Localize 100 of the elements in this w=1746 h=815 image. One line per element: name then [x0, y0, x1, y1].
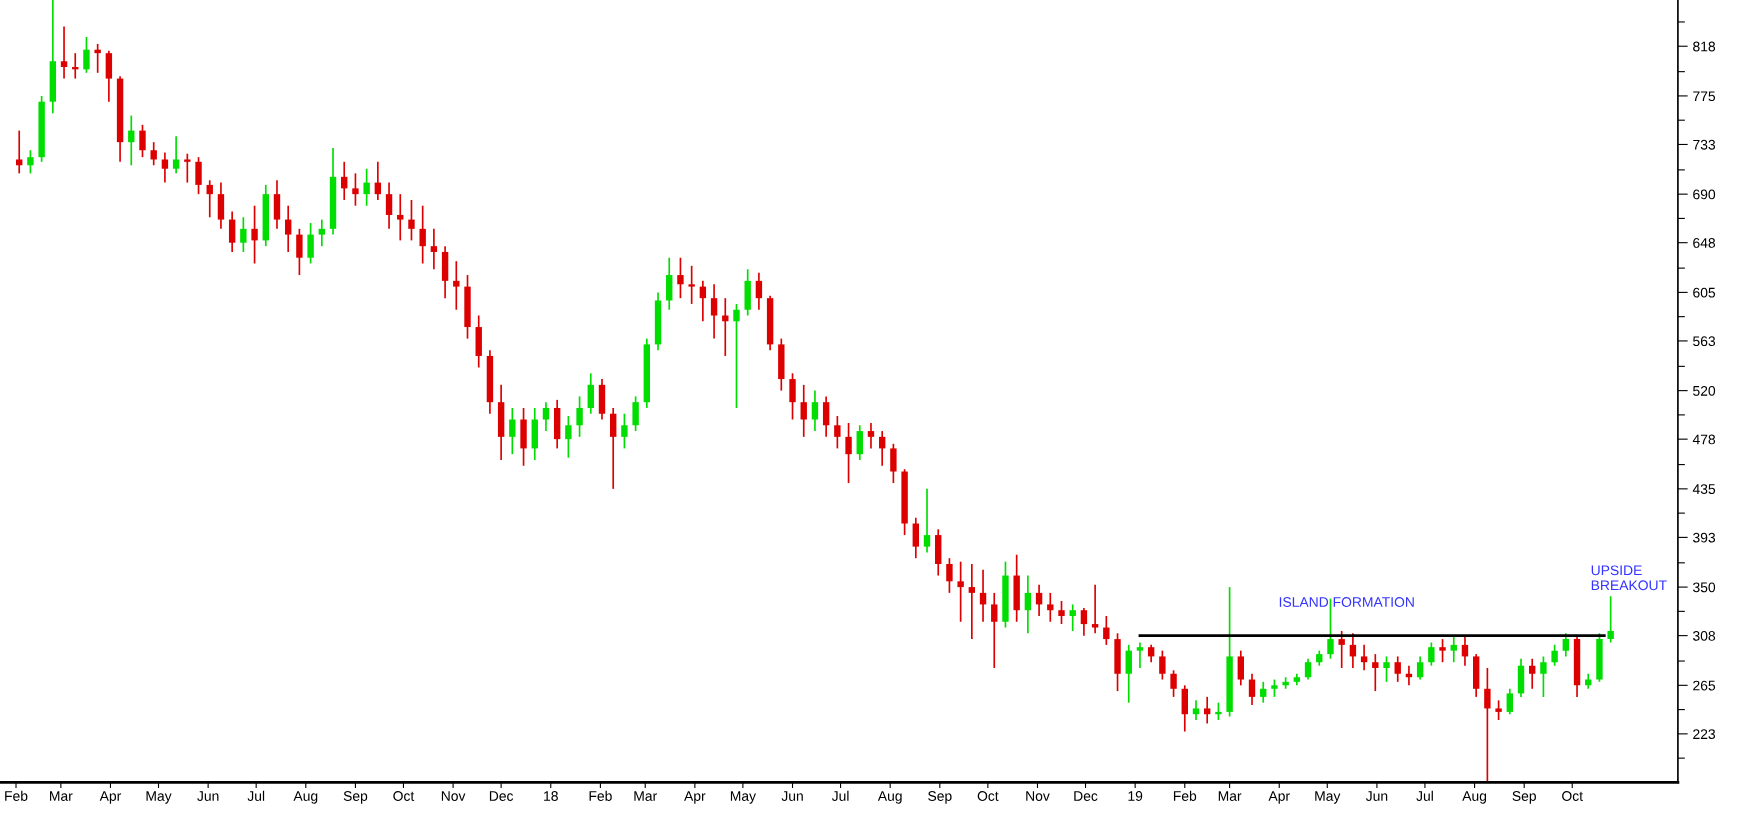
candlestick — [1450, 634, 1457, 664]
y-tick-label: 775 — [1693, 91, 1716, 102]
candlestick — [195, 156, 202, 195]
candlestick — [1069, 603, 1076, 632]
candlestick — [318, 218, 326, 247]
candlestick — [946, 557, 953, 594]
candlestick — [1416, 655, 1424, 681]
candlestick — [957, 560, 964, 623]
x-tick-label: Oct — [393, 791, 415, 801]
candlestick — [453, 260, 460, 311]
candlestick — [419, 204, 426, 265]
candlestick — [867, 422, 875, 450]
candlestick — [1170, 669, 1177, 698]
candlestick — [1136, 641, 1144, 669]
x-tick-label: Feb — [1173, 790, 1197, 801]
y-tick-label: 818 — [1693, 41, 1716, 52]
candlestick — [968, 563, 976, 640]
x-tick-label: May — [1315, 791, 1341, 804]
candlestick — [1607, 595, 1614, 644]
candlestick — [27, 149, 34, 175]
x-tick-label: Feb — [589, 790, 612, 801]
x-tick-label: Aug — [877, 791, 902, 804]
x-tick-label: Mar — [634, 791, 657, 801]
x-tick-label: Jun — [781, 791, 803, 801]
candlestick — [60, 25, 68, 80]
x-tick-label: Oct — [977, 791, 999, 801]
candlestick — [139, 123, 146, 159]
candlestick — [1428, 641, 1435, 667]
y-tick-label: 605 — [1693, 287, 1716, 298]
candlestick — [1203, 696, 1211, 725]
candlestick — [1159, 649, 1166, 681]
candlestick — [1551, 644, 1558, 667]
candlestick — [890, 442, 897, 484]
x-tick-label: Sep — [1512, 791, 1536, 804]
candlestick — [161, 151, 169, 184]
candlestick — [352, 172, 359, 207]
candlestick — [565, 415, 572, 459]
x-tick-label: Feb — [5, 790, 28, 801]
candlestick — [856, 424, 863, 461]
x-tick-label: Nov — [441, 791, 466, 801]
candlestick — [834, 415, 841, 450]
x-tick-label: Mar — [50, 791, 73, 801]
x-tick-label: Dec — [1074, 791, 1098, 801]
x-tick-label: 19 — [1128, 791, 1143, 801]
y-tick-label: 350 — [1693, 582, 1716, 593]
candlestick — [172, 135, 180, 175]
y-tick-label: 648 — [1693, 238, 1716, 248]
candlestick — [240, 216, 247, 253]
candlestick — [822, 395, 830, 438]
y-tick-label: 690 — [1693, 189, 1716, 200]
candlestick — [1047, 592, 1054, 623]
candlestick — [710, 283, 718, 340]
x-tick-label: May — [146, 791, 172, 804]
candlestick — [1383, 655, 1390, 683]
candlestick — [150, 141, 157, 167]
x-tick-label: May — [730, 791, 756, 804]
candlestick — [800, 384, 807, 438]
candlestick — [1103, 615, 1110, 646]
candlestick — [1058, 600, 1065, 625]
x-tick-label: Apr — [684, 791, 706, 804]
candlestick — [1125, 644, 1132, 704]
candlestick — [385, 181, 393, 230]
x-tick-label: Jul — [831, 790, 849, 801]
x-tick-label: Sep — [343, 791, 368, 804]
y-tick-label: 393 — [1693, 532, 1716, 543]
x-tick-label: Nov — [1026, 791, 1050, 801]
annotation: UPSIDE BREAKOUT — [1591, 565, 1667, 591]
candlestick — [1439, 638, 1446, 664]
annotation: ISLAND FORMATION — [1279, 597, 1414, 607]
candlestick — [307, 222, 314, 265]
candlestick — [296, 227, 303, 276]
candlestick — [1394, 655, 1401, 683]
x-tick-label: Jun — [197, 791, 219, 801]
candlestick — [542, 401, 550, 432]
candlestick — [789, 372, 796, 421]
candlestick — [912, 516, 920, 560]
x-tick-label: Jun — [1365, 791, 1388, 801]
candlestick — [1540, 655, 1547, 698]
candlestick — [408, 199, 415, 242]
candlestick — [1024, 574, 1032, 635]
candlestick — [1360, 644, 1368, 672]
candlestick — [1506, 687, 1513, 716]
candlestick — [677, 256, 684, 300]
candlestick — [610, 407, 617, 490]
candlestick — [1484, 667, 1491, 783]
candlestick — [688, 264, 695, 305]
candlestick — [1327, 597, 1334, 660]
candlestick — [184, 152, 191, 184]
x-tick-label: Dec — [489, 791, 514, 801]
candlestick — [1080, 607, 1088, 637]
candlestick — [1091, 583, 1099, 635]
y-tick-label: 520 — [1693, 385, 1716, 396]
candlestick — [576, 395, 583, 438]
candlestick — [621, 412, 628, 450]
y-tick-label: 733 — [1693, 139, 1716, 150]
candlestick — [632, 395, 639, 432]
candlestick — [811, 389, 819, 432]
y-tick-label: 478 — [1692, 434, 1716, 445]
candlestick — [733, 303, 740, 409]
x-tick-label: Oct — [1562, 791, 1583, 801]
